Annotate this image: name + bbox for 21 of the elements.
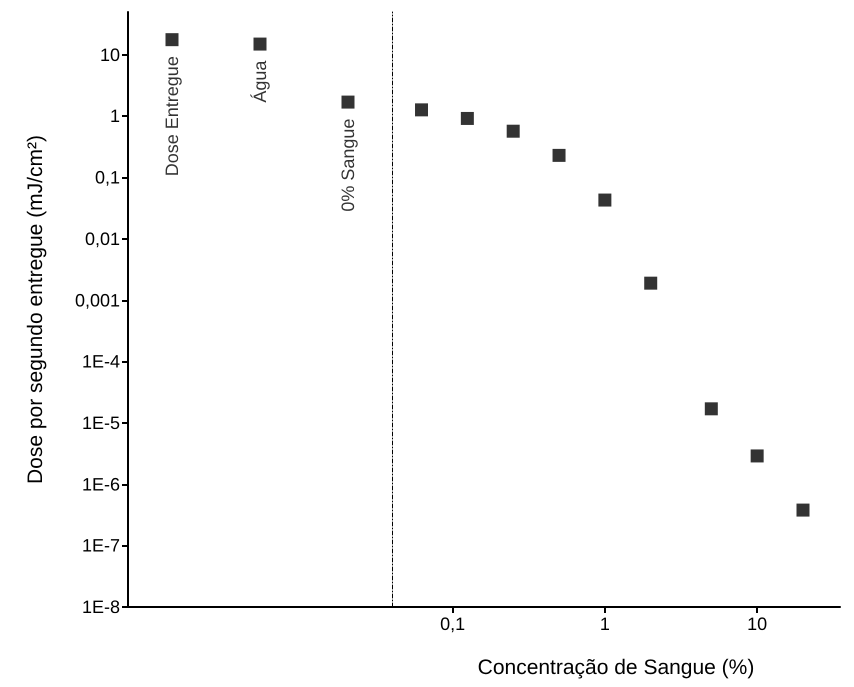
category-label: Água xyxy=(250,60,270,103)
point xyxy=(166,33,178,46)
y-tick-label: 10 xyxy=(100,44,120,65)
y-tick-label: 1E-6 xyxy=(82,474,120,494)
y-tick-label: 1E-4 xyxy=(82,352,120,372)
x-tick-label: 0,1 xyxy=(440,614,466,634)
x-axis-title: Concentração de Sangue (%) xyxy=(478,656,754,679)
y-axis-title: Dose por segundo entregue (mJ/cm²) xyxy=(24,135,47,484)
y-tick-label: 1E-8 xyxy=(82,597,120,617)
point xyxy=(254,38,266,51)
y-tick-label: 0,01 xyxy=(84,228,120,249)
y-tick-label: 0,001 xyxy=(74,290,120,310)
point xyxy=(342,96,354,109)
x-tick-label: 1 xyxy=(600,614,610,634)
y-tick-label: 1E-7 xyxy=(82,536,120,556)
category-label: Dose Entregue xyxy=(162,56,182,176)
y-tick-label: 1 xyxy=(110,106,120,126)
y-tick-label: 0,1 xyxy=(94,168,120,188)
y-tick-label: 1E-5 xyxy=(82,412,120,433)
category-label: 0% Sangue xyxy=(338,118,358,212)
x-tick-label: 10 xyxy=(747,614,768,634)
